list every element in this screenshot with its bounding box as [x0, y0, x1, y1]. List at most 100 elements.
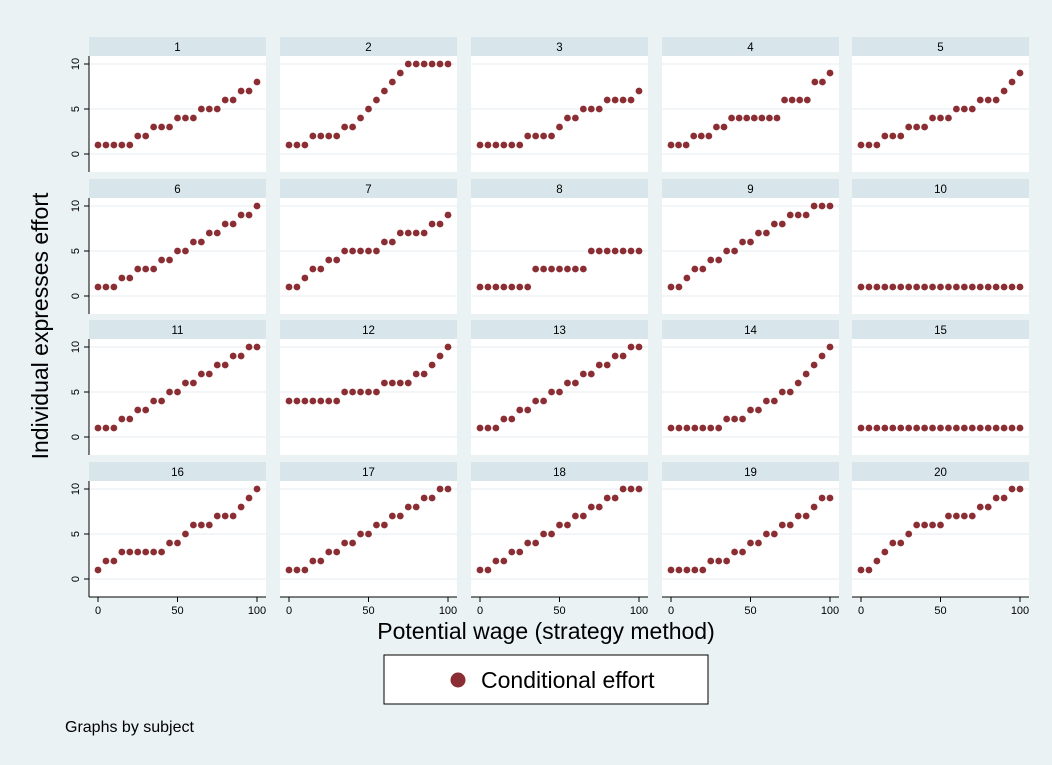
data-point — [826, 494, 834, 502]
plot-area — [852, 198, 1029, 314]
data-point — [723, 415, 731, 423]
data-point — [102, 283, 110, 291]
panel-header — [89, 179, 266, 198]
plot-area — [89, 56, 266, 172]
data-point — [881, 132, 889, 140]
data-point — [134, 548, 142, 556]
panel-header — [280, 37, 457, 56]
panel-title: 5 — [937, 42, 943, 54]
data-point — [1000, 283, 1008, 291]
data-point — [766, 114, 773, 122]
data-point — [229, 220, 237, 228]
data-point — [190, 379, 197, 387]
data-point — [713, 123, 720, 131]
data-point — [627, 247, 635, 255]
y-tick-label: 5 — [70, 389, 82, 395]
data-point — [285, 283, 293, 291]
data-point — [968, 283, 976, 291]
data-point — [794, 512, 802, 520]
panel-header — [471, 37, 648, 56]
data-point — [205, 105, 213, 113]
data-point — [253, 343, 261, 351]
data-point — [110, 141, 118, 149]
data-point — [873, 424, 881, 432]
data-point — [532, 397, 540, 405]
data-point — [365, 105, 372, 113]
data-point — [325, 256, 333, 264]
panel-header — [852, 320, 1029, 339]
data-point — [444, 60, 452, 68]
data-point — [595, 361, 603, 369]
data-point — [229, 96, 237, 104]
data-point — [404, 60, 412, 68]
data-point — [889, 283, 897, 291]
data-point — [436, 352, 444, 360]
data-point — [691, 424, 699, 432]
data-point — [818, 352, 826, 360]
data-point — [412, 370, 420, 378]
data-point — [960, 512, 968, 520]
data-point — [667, 283, 675, 291]
data-point — [810, 361, 818, 369]
data-point — [500, 141, 508, 149]
data-point — [317, 132, 325, 140]
data-point — [747, 406, 754, 414]
data-point — [707, 557, 715, 565]
data-point — [984, 424, 992, 432]
data-point — [293, 283, 301, 291]
data-point — [94, 283, 102, 291]
data-point — [945, 512, 952, 520]
plot-area — [662, 198, 839, 314]
panel-header — [89, 462, 266, 481]
data-point — [444, 485, 452, 493]
data-point — [532, 539, 540, 547]
panel-header — [852, 37, 1029, 56]
data-point — [794, 379, 802, 387]
data-point — [773, 114, 781, 122]
data-point — [810, 503, 818, 511]
data-point — [373, 96, 380, 104]
data-point — [221, 96, 229, 104]
data-point — [1016, 424, 1024, 432]
panel-header — [662, 179, 839, 198]
data-point — [802, 211, 810, 219]
plot-area — [471, 481, 648, 597]
data-point — [245, 87, 253, 95]
panel-20: 20 0 50 100 — [852, 462, 1029, 617]
data-point — [548, 388, 555, 396]
data-point — [976, 503, 984, 511]
data-point — [556, 388, 563, 396]
data-point — [796, 96, 804, 104]
panel-title: 8 — [556, 184, 562, 196]
data-point — [897, 132, 905, 140]
data-point — [715, 256, 723, 264]
plot-area — [89, 481, 266, 597]
data-point — [341, 123, 349, 131]
data-point — [444, 211, 452, 219]
data-point — [755, 539, 762, 547]
data-point — [357, 388, 364, 396]
plot-area — [280, 339, 457, 455]
data-point — [921, 123, 928, 131]
data-point — [992, 494, 1000, 502]
data-point — [905, 424, 913, 432]
data-point — [166, 539, 173, 547]
data-point — [285, 566, 293, 574]
legend: Conditional effort — [383, 654, 709, 705]
data-point — [603, 494, 611, 502]
data-point — [237, 503, 245, 511]
panel-title: 15 — [934, 325, 947, 337]
data-point — [182, 247, 189, 255]
panel-3: 3 — [471, 37, 648, 172]
data-point — [150, 123, 158, 131]
y-tick-label: 0 — [70, 434, 82, 440]
data-point — [102, 141, 110, 149]
data-point — [929, 283, 936, 291]
data-point — [778, 388, 786, 396]
data-point — [500, 557, 508, 565]
data-point — [690, 132, 698, 140]
data-point — [174, 539, 181, 547]
panel-10: 10 — [852, 179, 1029, 314]
